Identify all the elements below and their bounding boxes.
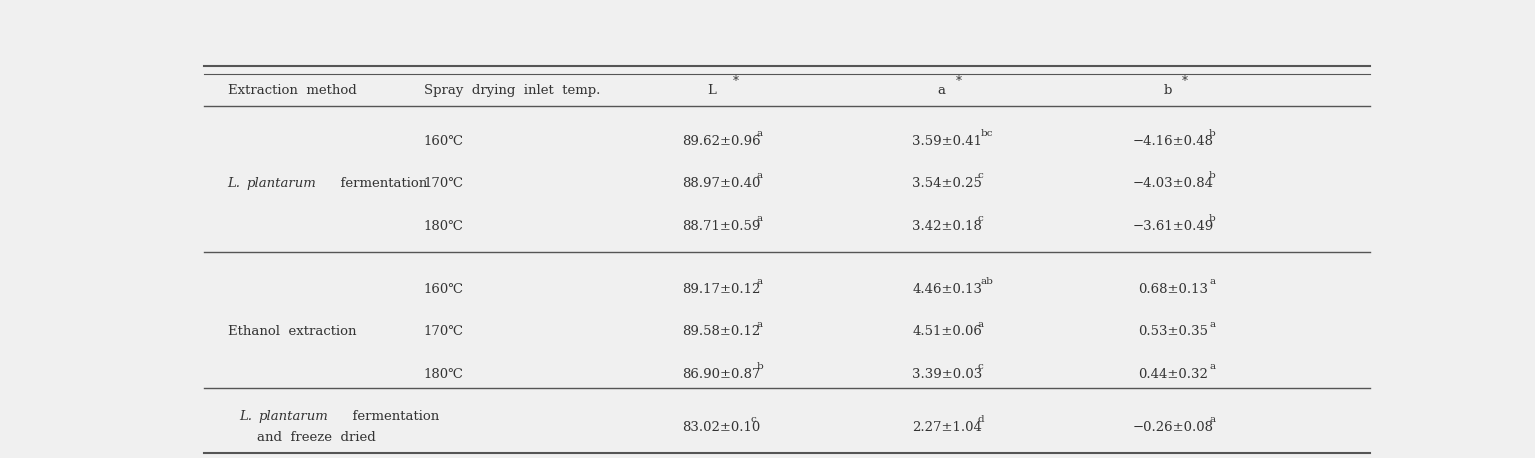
Text: c: c — [978, 362, 982, 371]
Text: 88.97±0.40: 88.97±0.40 — [682, 177, 760, 190]
Text: −4.16±0.48: −4.16±0.48 — [1133, 135, 1214, 148]
Text: ab: ab — [981, 277, 993, 286]
Text: 170℃: 170℃ — [424, 325, 464, 338]
Text: 160℃: 160℃ — [424, 135, 464, 148]
Text: −0.26±0.08: −0.26±0.08 — [1133, 420, 1214, 434]
Text: L.: L. — [239, 410, 256, 423]
Text: 160℃: 160℃ — [424, 283, 464, 296]
Text: c: c — [751, 415, 757, 424]
Text: b: b — [1164, 84, 1171, 97]
Text: a: a — [757, 277, 763, 286]
Text: −3.61±0.49: −3.61±0.49 — [1133, 219, 1214, 233]
Text: 170℃: 170℃ — [424, 177, 464, 190]
Text: 83.02±0.10: 83.02±0.10 — [682, 420, 760, 434]
Text: 3.59±0.41: 3.59±0.41 — [912, 135, 982, 148]
Text: 4.46±0.13: 4.46±0.13 — [912, 283, 982, 296]
Text: a: a — [978, 320, 982, 328]
Text: 4.51±0.06: 4.51±0.06 — [912, 325, 982, 338]
Text: 88.71±0.59: 88.71±0.59 — [682, 219, 760, 233]
Text: 3.39±0.03: 3.39±0.03 — [912, 368, 982, 381]
Text: a: a — [757, 171, 763, 180]
Text: b: b — [1210, 129, 1216, 138]
Text: fermentation: fermentation — [332, 177, 428, 190]
Text: b: b — [1210, 171, 1216, 180]
Text: L.: L. — [227, 177, 244, 190]
Text: L: L — [708, 84, 717, 97]
Text: Extraction  method: Extraction method — [227, 84, 356, 97]
Text: d: d — [978, 415, 984, 424]
Text: a: a — [757, 129, 763, 138]
Text: Ethanol  extraction: Ethanol extraction — [227, 325, 356, 338]
Text: bc: bc — [981, 129, 993, 138]
Text: b: b — [1210, 214, 1216, 223]
Text: and  freeze  dried: and freeze dried — [258, 431, 376, 444]
Text: 180℃: 180℃ — [424, 219, 464, 233]
Text: a: a — [938, 84, 946, 97]
Text: 89.62±0.96: 89.62±0.96 — [682, 135, 760, 148]
Text: *: * — [956, 75, 961, 88]
Text: a: a — [1210, 277, 1216, 286]
Text: 180℃: 180℃ — [424, 368, 464, 381]
Text: a: a — [1210, 320, 1216, 328]
Text: 0.53±0.35: 0.53±0.35 — [1139, 325, 1208, 338]
Text: 89.17±0.12: 89.17±0.12 — [682, 283, 760, 296]
Text: 3.42±0.18: 3.42±0.18 — [912, 219, 982, 233]
Text: fermentation: fermentation — [344, 410, 439, 423]
Text: plantarum: plantarum — [247, 177, 316, 190]
Text: a: a — [1210, 415, 1216, 424]
Text: b: b — [757, 362, 764, 371]
Text: −4.03±0.84: −4.03±0.84 — [1133, 177, 1214, 190]
Text: plantarum: plantarum — [258, 410, 328, 423]
Text: 3.54±0.25: 3.54±0.25 — [912, 177, 982, 190]
Text: *: * — [734, 75, 740, 88]
Text: Spray  drying  inlet  temp.: Spray drying inlet temp. — [424, 84, 600, 97]
Text: *: * — [1182, 75, 1188, 88]
Text: 2.27±1.04: 2.27±1.04 — [912, 420, 982, 434]
Text: 0.68±0.13: 0.68±0.13 — [1139, 283, 1208, 296]
Text: 89.58±0.12: 89.58±0.12 — [682, 325, 760, 338]
Text: c: c — [978, 171, 982, 180]
Text: 0.44±0.32: 0.44±0.32 — [1139, 368, 1208, 381]
Text: 86.90±0.87: 86.90±0.87 — [682, 368, 760, 381]
Text: a: a — [1210, 362, 1216, 371]
Text: c: c — [978, 214, 982, 223]
Text: a: a — [757, 214, 763, 223]
Text: a: a — [757, 320, 763, 328]
